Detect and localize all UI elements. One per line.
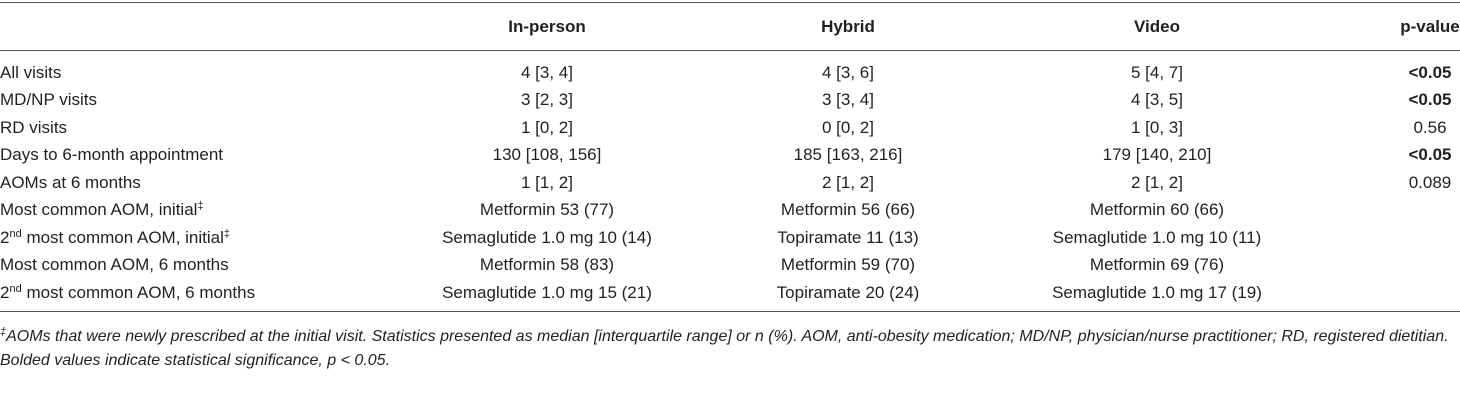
superscript: nd: [9, 282, 22, 295]
table-row: Days to 6-month appointment 130 [108, 156…: [0, 142, 1460, 170]
row-label: MD/NP visits: [0, 87, 400, 115]
cell: 1 [0, 2]: [521, 117, 573, 137]
cell: Metformin 58 (83): [479, 255, 615, 275]
p-value-cell: 0.089: [1312, 169, 1460, 197]
cell: 2 [1, 2]: [1131, 172, 1183, 192]
table-row: 2nd most common AOM, initial‡ Semaglutide…: [0, 224, 1460, 252]
row-label: Days to 6-month appointment: [0, 142, 400, 170]
cell: 0 [0, 2]: [822, 117, 874, 137]
cell: 2 [1, 2]: [822, 172, 874, 192]
p-value-cell: [1312, 279, 1460, 311]
footnotes: ‡AOMs that were newly prescribed at the …: [0, 326, 1460, 372]
p-value: 0.56: [1413, 117, 1447, 137]
table-row: AOMs at 6 months 1 [1, 2] 2 [1, 2] 2 [1, 2]…: [0, 169, 1460, 197]
cell: Metformin 60 (66): [1089, 200, 1225, 220]
cell: 179 [140, 210]: [1102, 145, 1212, 165]
cell: Topiramate 20 (24): [776, 282, 920, 302]
p-value-cell: <0.05: [1312, 51, 1460, 87]
cell: 1 [1, 2]: [521, 172, 573, 192]
cell: 4 [3, 4]: [521, 62, 573, 82]
cell: 4 [3, 6]: [822, 62, 874, 82]
p-value-cell: <0.05: [1312, 87, 1460, 115]
table-body: All visits 4 [3, 4] 4 [3, 6] 5 [4, 7] <0.05 M…: [0, 51, 1460, 312]
superscript: nd: [9, 227, 22, 240]
cell: 4 [3, 5]: [1131, 90, 1183, 110]
superscript: ‡: [197, 200, 204, 213]
row-label: 2nd most common AOM, 6 months: [0, 279, 400, 311]
table-row: RD visits 1 [0, 2] 0 [0, 2] 1 [0, 3] 0.56: [0, 114, 1460, 142]
p-value: <0.05: [1408, 62, 1452, 82]
cell: 185 [163, 216]: [793, 145, 903, 165]
cell: 3 [3, 4]: [822, 90, 874, 110]
header-cell: p-value: [1312, 2, 1460, 51]
cell: Metformin 56 (66): [780, 200, 916, 220]
row-label: RD visits: [0, 114, 400, 142]
row-label: Most common AOM, initial‡: [0, 197, 400, 225]
data-table: In-person Hybrid Video p-value All visits 4 …: [0, 2, 1460, 312]
cell: Topiramate 11 (13): [777, 227, 919, 247]
footnote: ‡AOMs that were newly prescribed at the …: [0, 326, 1456, 348]
table-row: MD/NP visits 3 [2, 3] 3 [3, 4] 4 [3, 5] <0.0…: [0, 87, 1460, 115]
p-value-cell: 0.56: [1312, 114, 1460, 142]
superscript: ‡: [0, 325, 7, 338]
text-run: 2: [0, 282, 10, 302]
p-value-cell: <0.05: [1312, 142, 1460, 170]
text-run: 2: [0, 227, 10, 247]
superscript: ‡: [223, 227, 231, 240]
row-label: 2nd most common AOM, initial‡: [0, 224, 400, 252]
table-row: 2nd most common AOM, 6 months Semaglutide…: [0, 279, 1460, 311]
p-value-cell: [1312, 252, 1460, 280]
table-row: Most common AOM, 6 months Metformin 58 (8…: [0, 252, 1460, 280]
text-run: Days to 6-month appointment: [0, 145, 224, 165]
table-row: All visits 4 [3, 4] 4 [3, 6] 5 [4, 7] <0.05: [0, 51, 1460, 87]
p-value-cell: [1312, 224, 1460, 252]
row-label: AOMs at 6 months: [0, 169, 400, 197]
footnote: Bolded values indicate statistical signi…: [0, 350, 1456, 372]
text-run: All visits: [0, 62, 62, 82]
text-run: AOMs at 6 months: [0, 172, 141, 192]
table-head: In-person Hybrid Video p-value: [0, 2, 1460, 51]
cell: Semaglutide 1.0 mg 17 (19): [1052, 282, 1262, 302]
p-value: <0.05: [1408, 145, 1452, 165]
header-cell: Hybrid: [694, 2, 1002, 51]
cell: 1 [0, 3]: [1131, 117, 1183, 137]
cell: Metformin 53 (77): [479, 200, 615, 220]
header-cell: In-person: [400, 2, 694, 51]
header-cell: Video: [1002, 2, 1312, 51]
text-run: most common AOM, 6 months: [21, 282, 256, 302]
cell: Semaglutide 1.0 mg 15 (21): [442, 282, 652, 302]
p-value-cell: [1312, 197, 1460, 225]
text-run: RD visits: [0, 117, 68, 137]
p-value: <0.05: [1408, 90, 1452, 110]
cell: 130 [108, 156]: [492, 145, 602, 165]
text-run: Most common AOM, 6 months: [0, 255, 229, 275]
cell: Semaglutide 1.0 mg 10 (14): [442, 227, 652, 247]
text-run: Most common AOM, initial: [0, 200, 198, 220]
cell: Metformin 69 (76): [1089, 255, 1225, 275]
text-run: most common AOM, initial: [21, 227, 224, 247]
text-run: Bolded values indicate statistical signi…: [0, 351, 391, 369]
cell: 5 [4, 7]: [1131, 62, 1183, 82]
row-label: All visits: [0, 51, 400, 87]
p-value: 0.089: [1408, 172, 1452, 192]
text-run: AOMs that were newly prescribed at the i…: [6, 327, 1449, 345]
header-row: In-person Hybrid Video p-value: [0, 2, 1460, 51]
row-label: Most common AOM, 6 months: [0, 252, 400, 280]
cell: 3 [2, 3]: [521, 90, 573, 110]
text-run: MD/NP visits: [0, 90, 97, 110]
header-cell: [0, 2, 400, 51]
cell: Metformin 59 (70): [780, 255, 916, 275]
table-row: Most common AOM, initial‡ Metformin 53 (7…: [0, 197, 1460, 225]
cell: Semaglutide 1.0 mg 10 (11): [1052, 227, 1262, 247]
